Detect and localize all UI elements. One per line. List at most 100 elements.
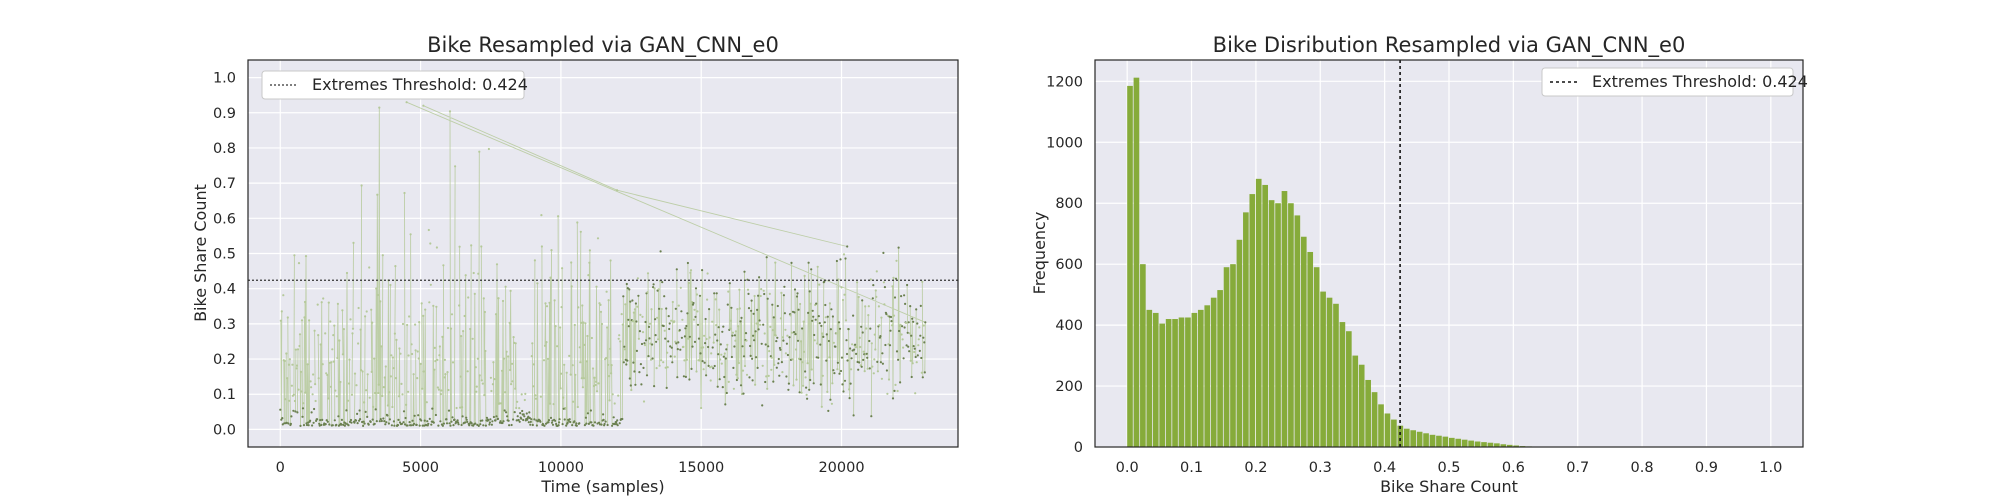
scatter-point (652, 283, 655, 286)
scatter-point (610, 372, 613, 375)
scatter-point (849, 347, 852, 350)
scatter-point (309, 419, 312, 422)
scatter-point (302, 424, 306, 427)
scatter-point (460, 335, 463, 338)
scatter-point (627, 318, 630, 321)
scatter-point (366, 415, 369, 418)
scatter-point (635, 349, 639, 352)
scatter-point (599, 303, 602, 306)
scatter-point (684, 375, 688, 378)
scatter-point (611, 393, 614, 396)
scatter-point (595, 285, 598, 288)
scatter-point (413, 422, 416, 425)
scatter-point (359, 418, 362, 421)
scatter-point (751, 357, 754, 360)
scatter-point (870, 415, 873, 418)
scatter-point (474, 422, 477, 425)
scatter-point (883, 303, 886, 306)
scatter-point (914, 392, 917, 395)
scatter-point (534, 397, 538, 400)
scatter-point (508, 424, 511, 427)
scatter-point (571, 364, 574, 367)
scatter-point (884, 343, 887, 347)
scatter-point (529, 423, 532, 426)
scatter-point (799, 358, 802, 361)
scatter-point (321, 363, 324, 366)
scatter-point (505, 350, 508, 353)
scatter-point (609, 347, 612, 350)
scatter-point (844, 319, 848, 322)
scatter-point (399, 352, 402, 355)
scatter-point (765, 256, 768, 259)
scatter-point (908, 332, 911, 335)
plot-frame-left (247, 59, 959, 448)
scatter-point (768, 292, 771, 295)
scatter-point (593, 421, 597, 424)
scatter-point (626, 287, 629, 290)
scatter-point (371, 418, 374, 421)
scatter-point (363, 401, 366, 404)
histogram-bar (1429, 434, 1436, 447)
scatter-point (510, 362, 514, 365)
scatter-point (658, 364, 661, 367)
scatter-point (308, 319, 311, 322)
scatter-point (482, 424, 485, 427)
scatter-point (411, 352, 414, 356)
scatter-point (551, 423, 555, 426)
scatter-point (464, 421, 467, 424)
scatter-point (666, 351, 669, 354)
scatter-point (449, 424, 452, 427)
scatter-point (732, 366, 735, 369)
scatter-point (895, 259, 898, 262)
scatter-point (904, 302, 907, 305)
x-tick-label: 0.6 (1502, 460, 1525, 476)
scatter-point (759, 323, 762, 326)
scatter-point (643, 344, 647, 347)
scatter-point (850, 357, 853, 360)
scatter-point (603, 422, 606, 426)
scatter-point (324, 332, 327, 335)
scatter-point (457, 421, 460, 424)
scatter-point (761, 364, 764, 367)
scatter-point (582, 377, 586, 380)
scatter-point (729, 327, 732, 330)
histogram-bar (1416, 431, 1423, 447)
scatter-point (722, 355, 725, 358)
scatter-point (842, 253, 846, 256)
histogram-bar (1494, 443, 1500, 447)
scatter-point (520, 393, 523, 396)
y-tick-label: 800 (1055, 196, 1083, 212)
scatter-point (679, 286, 682, 289)
scatter-point (414, 323, 417, 326)
scatter-point (809, 302, 812, 305)
scatter-point (648, 322, 652, 325)
scatter-point (587, 422, 591, 425)
scatter-point (396, 424, 400, 427)
scatter-point (618, 334, 621, 337)
scatter-point (557, 424, 560, 427)
scatter-point (628, 288, 631, 291)
scatter-point (820, 324, 823, 327)
histogram-bar (1358, 364, 1365, 447)
scatter-point (384, 365, 387, 368)
scatter-point (855, 346, 858, 349)
scatter-point (784, 352, 788, 355)
scatter-point (757, 328, 760, 331)
scatter-point (875, 295, 878, 298)
scatter-point (862, 358, 865, 361)
scatter-point (378, 106, 381, 109)
scatter-point (880, 316, 883, 319)
scatter-point (736, 377, 740, 380)
scatter-point (804, 370, 807, 373)
scatter-point (296, 411, 299, 414)
scatter-point (892, 314, 896, 317)
scatter-point (317, 334, 320, 337)
scatter-point (796, 292, 799, 295)
scatter-point (482, 297, 485, 300)
scatter-point (517, 418, 520, 422)
scatter-point (377, 391, 380, 395)
scatter-point (623, 345, 626, 348)
scatter-point (568, 354, 571, 357)
scatter-point (748, 376, 751, 379)
scatter-point (566, 421, 569, 424)
